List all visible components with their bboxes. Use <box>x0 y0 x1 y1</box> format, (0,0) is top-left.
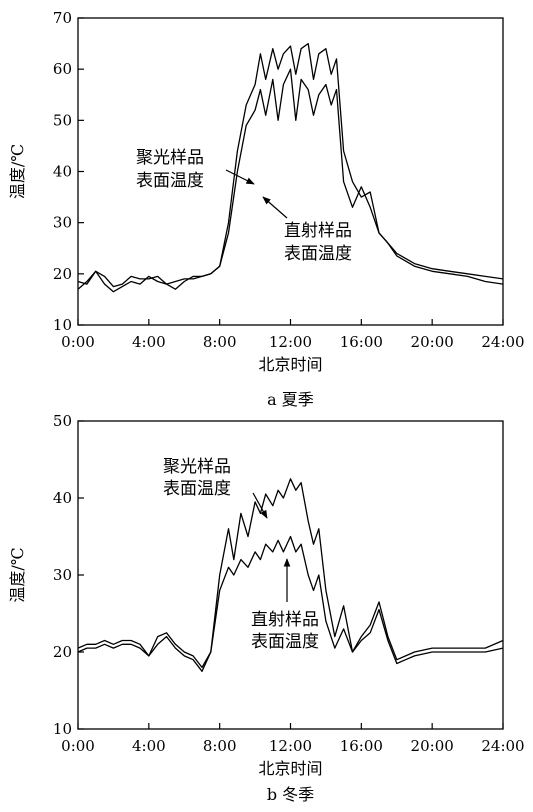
y-tick-label: 40 <box>53 489 72 507</box>
y-tick-label: 10 <box>53 720 72 738</box>
x-tick-label: 8:00 <box>203 737 237 755</box>
y-tick-label: 40 <box>53 163 72 181</box>
series-line-direct <box>77 535 504 672</box>
x-tick-label: 20:00 <box>411 333 454 351</box>
annotation-label: 直射样品 <box>284 221 352 241</box>
panel-caption: a 夏季 <box>267 390 314 409</box>
annotation-arrow <box>225 169 255 185</box>
annotation-label: 聚光样品 <box>136 148 204 168</box>
x-tick-label: 20:00 <box>411 737 454 755</box>
x-tick-label: 16:00 <box>340 333 383 351</box>
x-axis-label: 北京时间 <box>258 759 322 778</box>
y-axis-label: 温度/℃ <box>8 547 27 602</box>
y-axis-label: 温度/℃ <box>8 144 27 199</box>
x-tick-label: 16:00 <box>340 737 383 755</box>
y-tick-label: 70 <box>53 9 72 27</box>
annotation-label: 表面温度 <box>251 632 319 652</box>
y-tick-label: 20 <box>53 643 72 661</box>
annotation-label: 表面温度 <box>163 479 231 499</box>
x-tick-label: 24:00 <box>481 737 524 755</box>
y-tick-label: 50 <box>53 412 72 430</box>
y-tick-label: 50 <box>53 111 72 129</box>
y-tick-label: 10 <box>53 316 72 334</box>
x-tick-label: 0:00 <box>61 333 95 351</box>
annotation-label: 表面温度 <box>136 171 204 191</box>
chart-panel-winter: 10 20 30 40 50 0:00 4:00 8:00 12:00 16:00 20:00 24:… <box>8 412 525 804</box>
y-tick-label: 20 <box>53 265 72 283</box>
annotation-arrow <box>262 196 288 219</box>
x-tick-label: 4:00 <box>132 333 166 351</box>
chart-panel-summer: 10 20 30 40 50 60 70 0:00 4:00 8:00 12:00 16:00 20:0… <box>8 9 525 409</box>
x-tick-label: 0:00 <box>61 737 95 755</box>
y-tick-label: 30 <box>53 566 72 584</box>
annotation-arrow <box>252 492 268 519</box>
y-tick-label: 60 <box>53 60 72 78</box>
panel-caption: b 冬季 <box>267 785 314 804</box>
x-tick-label: 24:00 <box>481 333 524 351</box>
x-tick-label: 12:00 <box>269 333 312 351</box>
annotation-label: 聚光样品 <box>163 457 231 477</box>
x-axis-label: 北京时间 <box>258 355 322 374</box>
x-tick-label: 4:00 <box>132 737 166 755</box>
plot-frame <box>77 420 504 730</box>
annotation-label: 直射样品 <box>251 610 319 630</box>
series-line-direct <box>77 68 504 288</box>
x-tick-label: 8:00 <box>203 333 237 351</box>
annotation-label: 表面温度 <box>284 244 352 264</box>
x-tick-label: 12:00 <box>269 737 312 755</box>
y-tick-label: 30 <box>53 214 72 232</box>
